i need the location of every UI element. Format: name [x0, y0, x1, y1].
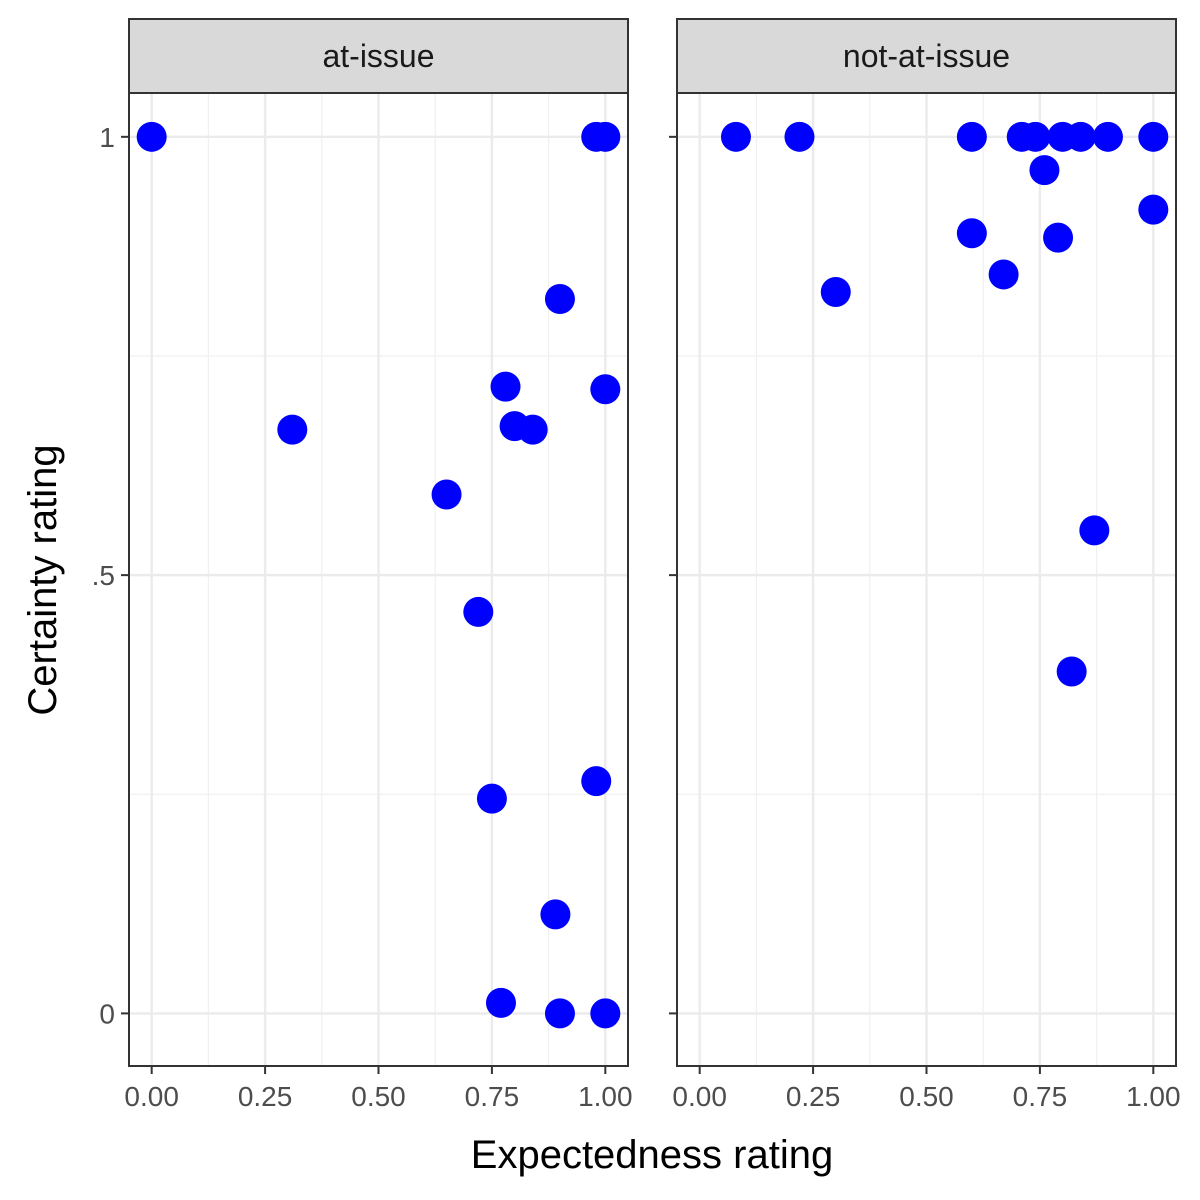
x-tick-label: 0.50: [351, 1081, 406, 1112]
strip-label: at-issue: [322, 38, 434, 74]
data-point: [544, 998, 575, 1029]
data-point: [590, 374, 621, 405]
data-point: [581, 766, 612, 797]
panel-not-at-issue: not-at-issue 0.00 0.25 0.50 0.75 1.00: [669, 18, 1181, 1112]
data-point: [956, 121, 987, 152]
data-point: [1029, 155, 1060, 186]
data-point: [820, 276, 851, 307]
data-point: [1056, 656, 1087, 687]
x-tick-label: 0.00: [124, 1081, 179, 1112]
y-tick-label: 0: [99, 998, 115, 1029]
x-tick-label: 0.75: [465, 1081, 520, 1112]
x-tick-label: 0.00: [672, 1081, 727, 1112]
x-tick-label: 0.25: [238, 1081, 293, 1112]
x-tick-label: 1.00: [578, 1081, 633, 1112]
data-point: [590, 121, 621, 152]
data-point: [431, 479, 462, 510]
data-point: [720, 121, 751, 152]
x-tick-label: 0.25: [786, 1081, 841, 1112]
data-point: [485, 987, 516, 1018]
x-tick-label: 1.00: [1126, 1081, 1181, 1112]
strip-label: not-at-issue: [843, 38, 1010, 74]
data-point: [1092, 121, 1123, 152]
data-point: [540, 899, 571, 930]
data-point: [590, 998, 621, 1029]
y-tick-label: .5: [92, 560, 115, 591]
data-point: [544, 283, 575, 314]
y-axis-title: Certainty rating: [21, 444, 65, 715]
x-axis-title: Expectedness rating: [471, 1133, 833, 1177]
panel-at-issue: at-issue 0.00 0.25 0.50 0.75 1.00 0 .5 1: [92, 18, 633, 1112]
data-point: [1043, 222, 1074, 253]
data-point: [1138, 194, 1169, 225]
data-point: [956, 218, 987, 249]
data-point: [490, 371, 521, 402]
data-point: [277, 414, 308, 445]
data-point: [463, 596, 494, 627]
data-point: [1020, 121, 1051, 152]
data-point: [1138, 121, 1169, 152]
data-point: [136, 121, 167, 152]
data-point: [517, 414, 548, 445]
x-tick-label: 0.75: [1013, 1081, 1068, 1112]
strip-background: [676, 18, 1177, 94]
y-tick-label: 1: [99, 122, 115, 153]
strip-background: [128, 18, 629, 94]
data-point: [784, 121, 815, 152]
data-point: [476, 783, 507, 814]
data-point: [1065, 121, 1096, 152]
data-point: [1079, 515, 1110, 546]
x-tick-label: 0.50: [899, 1081, 954, 1112]
facet-panels: at-issue 0.00 0.25 0.50 0.75 1.00 0 .5 1 not-at-i…: [92, 18, 1181, 1112]
data-point: [988, 259, 1019, 290]
